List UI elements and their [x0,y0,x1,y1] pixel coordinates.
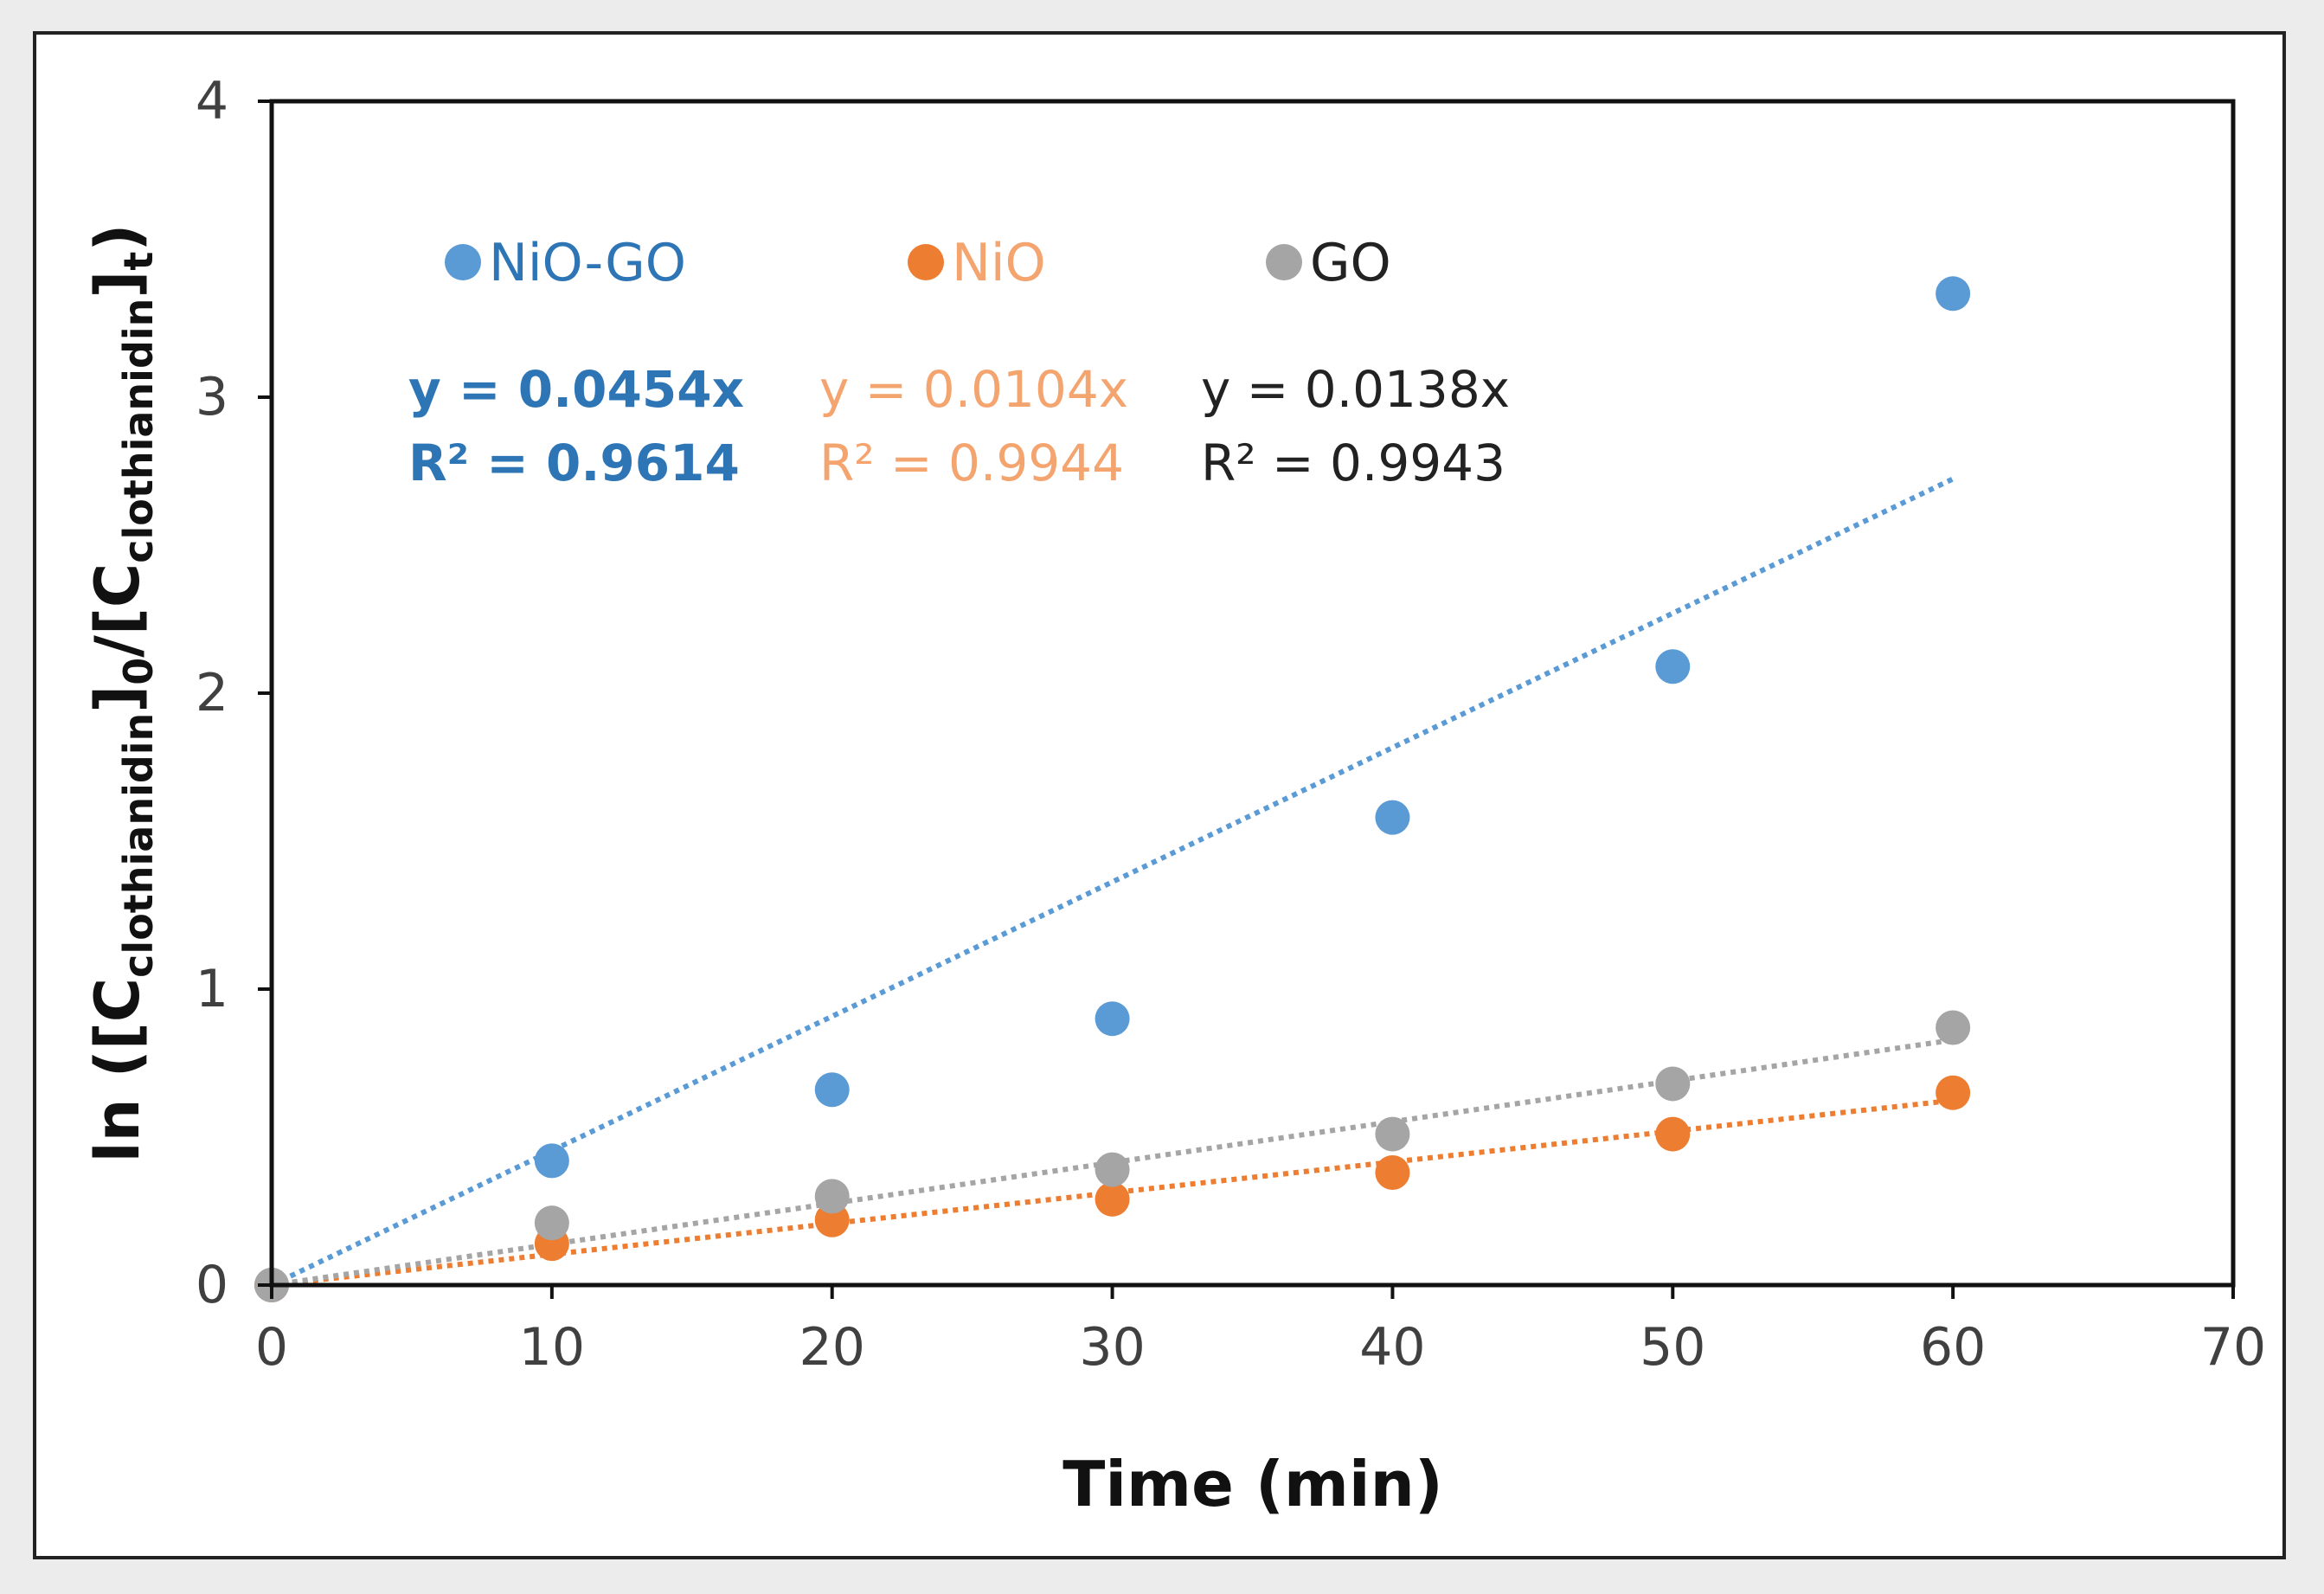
equation-nio: y = 0.0104x [819,360,1128,419]
x-tick-label: 60 [1920,1317,1986,1378]
y-title-suffix: ) [82,224,153,252]
x-tick-label: 30 [1079,1317,1145,1378]
y-title-mid3: ] [82,271,153,299]
x-tick-label: 70 [2200,1317,2266,1378]
r-squared-go: R² = 0.9943 [1201,434,1505,492]
point-nio [1375,1155,1410,1191]
point-nio [1936,1075,1971,1110]
svg-text:ln ([Cclothianidin]0/[Cclothia: ln ([Cclothianidin]0/[Cclothianidin]t) [82,224,162,1163]
y-title-mid: ] [82,685,153,713]
x-tick-label: 50 [1640,1317,1705,1378]
equation-go: y = 0.0138x [1201,360,1510,419]
point-nio-go [814,1072,850,1108]
x-tick-label: 10 [519,1317,585,1378]
trendline-equations: y = 0.0454x R² = 0.9614 y = 0.0104x R² = 0.… [408,360,1510,492]
point-nio-go [1375,800,1410,835]
y-title-sub1: clothianidin [115,713,162,978]
y-tick-label: 3 [196,367,228,427]
y-tick-label: 4 [196,71,228,132]
point-go [1095,1152,1130,1187]
legend-marker-nio [908,244,944,280]
y-title-sub2: 0 [115,658,162,685]
legend-marker-nio-go [445,244,481,280]
point-go [814,1179,850,1214]
point-nio [1655,1116,1691,1152]
point-nio-go [534,1143,569,1179]
y-title-sub3: clothianidin [115,299,162,563]
y-title-mid2: /[C [82,563,153,658]
y-title-prefix: ln ([C [82,978,153,1163]
r-squared-nio-go: R² = 0.9614 [408,434,740,492]
point-nio [1095,1181,1130,1217]
point-go [1655,1066,1691,1102]
legend: NiO-GO NiO GO [445,233,1391,293]
y-tick-label: 2 [196,663,228,723]
x-tick-label: 20 [799,1317,865,1378]
point-go [534,1205,569,1241]
x-axis-title: Time (min) [1062,1448,1443,1520]
y-title-sub4: t [115,252,162,271]
y-axis-title: ln ([Cclothianidin]0/[Cclothianidin]t) [82,224,162,1163]
chart-frame [33,31,2286,1559]
legend-label-nio-go: NiO-GO [489,233,686,293]
point-nio-go [1655,649,1691,685]
legend-label-go: GO [1310,233,1391,293]
point-go [1375,1116,1410,1152]
y-tick-label: 1 [196,959,228,1019]
point-nio-go [1095,1001,1130,1037]
point-go [1936,1010,1971,1045]
y-tick-label: 0 [196,1255,228,1315]
x-tick-label: 40 [1359,1317,1425,1378]
equation-nio-go: y = 0.0454x [408,360,744,419]
legend-marker-go [1266,244,1302,280]
point-nio [814,1202,850,1237]
axis-ticks: 0 10 20 30 40 50 60 70 0 1 2 3 4 [196,71,2266,1378]
x-tick-label: 0 [255,1317,288,1378]
point-nio-go [1936,276,1971,312]
legend-label-nio: NiO [952,233,1046,293]
r-squared-nio: R² = 0.9944 [819,434,1124,492]
